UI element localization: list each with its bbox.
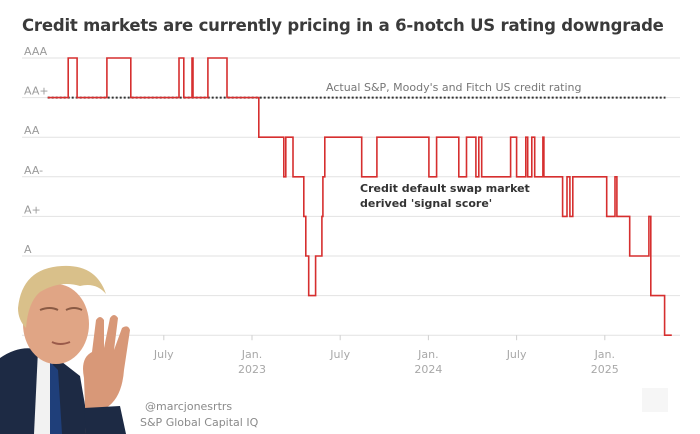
y-tick-label: A+: [24, 203, 41, 216]
annotation-actual-rating: Actual S&P, Moody's and Fitch US credit …: [326, 81, 582, 94]
x-tick-label: July: [153, 348, 174, 361]
y-tick-label: AA: [24, 124, 40, 137]
byline: @marcjonesrtrs: [145, 400, 233, 413]
x-tick-label: July: [329, 348, 350, 361]
cds-signal-line: [47, 57, 672, 336]
y-tick-label: AAA: [24, 45, 48, 58]
x-tick-label: Jan.: [417, 348, 438, 361]
x-tick-label: Jan.: [241, 348, 262, 361]
x-tick-year: 2023: [238, 363, 266, 376]
x-axis: July Jan. 2023 July Jan. 2024 July Jan. 2025: [153, 335, 619, 376]
annotation-cds-line1: Credit default swap market: [360, 182, 530, 195]
x-tick-label: Jan.: [594, 348, 615, 361]
y-tick-label: AA+: [24, 85, 49, 98]
x-tick-label: July: [506, 348, 527, 361]
series-group: [47, 57, 672, 336]
chart-title: Credit markets are currently pricing in …: [22, 16, 664, 35]
y-tick-label: A: [24, 243, 32, 256]
x-tick-year: 2024: [414, 363, 442, 376]
logo-watermark: [642, 388, 668, 412]
x-tick-year: 2025: [591, 363, 619, 376]
source-note: S&P Global Capital IQ: [140, 416, 259, 429]
person-photo: [0, 265, 130, 434]
annotation-cds-line2: derived 'signal score': [360, 197, 492, 210]
y-tick-label: AA-: [24, 164, 43, 177]
